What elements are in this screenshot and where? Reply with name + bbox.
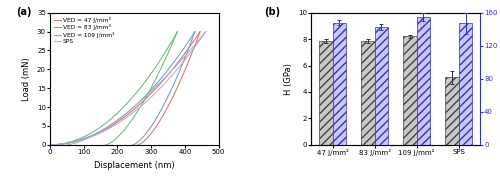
Line: VED = 109 J/mm³: VED = 109 J/mm³ xyxy=(50,31,178,145)
VED = 109 J/mm³ xyxy=(81,136,87,138)
VED = 47 J/mm³ xyxy=(56,143,62,146)
VED = 83 J/mm³ xyxy=(47,144,53,146)
Text: (a): (a) xyxy=(16,7,32,17)
Bar xyxy=(361,41,374,145)
SPS xyxy=(203,30,209,33)
Text: (b): (b) xyxy=(264,7,280,17)
Y-axis label: Load (mN): Load (mN) xyxy=(22,57,32,101)
SPS xyxy=(76,140,82,142)
Line: SPS: SPS xyxy=(50,31,206,145)
SPS xyxy=(56,143,62,146)
SPS xyxy=(195,42,201,44)
VED = 83 J/mm³ xyxy=(184,42,190,44)
Y-axis label: H (GPa): H (GPa) xyxy=(284,63,292,95)
VED = 109 J/mm³ xyxy=(47,144,53,146)
Legend: VED = 47 J/mm³, VED = 83 J/mm³, VED = 109 J/mm³, SPS: VED = 47 J/mm³, VED = 83 J/mm³, VED = 10… xyxy=(53,16,116,45)
VED = 83 J/mm³ xyxy=(53,144,59,146)
VED = 109 J/mm³ xyxy=(164,49,170,51)
VED = 47 J/mm³ xyxy=(184,49,190,51)
Bar xyxy=(332,23,346,145)
VED = 83 J/mm³ xyxy=(56,143,62,146)
Line: VED = 47 J/mm³: VED = 47 J/mm³ xyxy=(50,31,200,145)
Bar xyxy=(446,77,459,145)
VED = 47 J/mm³ xyxy=(87,136,93,138)
Line: VED = 83 J/mm³: VED = 83 J/mm³ xyxy=(50,31,195,145)
VED = 83 J/mm³ xyxy=(74,140,80,142)
Bar xyxy=(319,41,332,145)
Bar xyxy=(404,36,416,145)
VED = 47 J/mm³ xyxy=(75,140,81,142)
VED = 109 J/mm³ xyxy=(168,42,174,44)
VED = 47 J/mm³ xyxy=(53,144,59,146)
X-axis label: Displacement (nm): Displacement (nm) xyxy=(94,161,174,170)
VED = 47 J/mm³ xyxy=(190,42,196,44)
SPS xyxy=(47,144,53,146)
Bar xyxy=(374,27,388,145)
VED = 83 J/mm³ xyxy=(180,49,186,51)
SPS xyxy=(54,144,60,146)
VED = 47 J/mm³ xyxy=(47,144,53,146)
Bar xyxy=(459,23,472,145)
VED = 109 J/mm³ xyxy=(174,30,180,33)
SPS xyxy=(190,49,196,51)
Bar xyxy=(416,17,430,145)
VED = 109 J/mm³ xyxy=(54,143,60,146)
VED = 83 J/mm³ xyxy=(86,136,91,138)
VED = 47 J/mm³ xyxy=(197,30,203,33)
VED = 109 J/mm³ xyxy=(70,140,76,142)
VED = 109 J/mm³ xyxy=(52,144,58,146)
SPS xyxy=(88,136,94,138)
VED = 83 J/mm³ xyxy=(192,30,198,33)
